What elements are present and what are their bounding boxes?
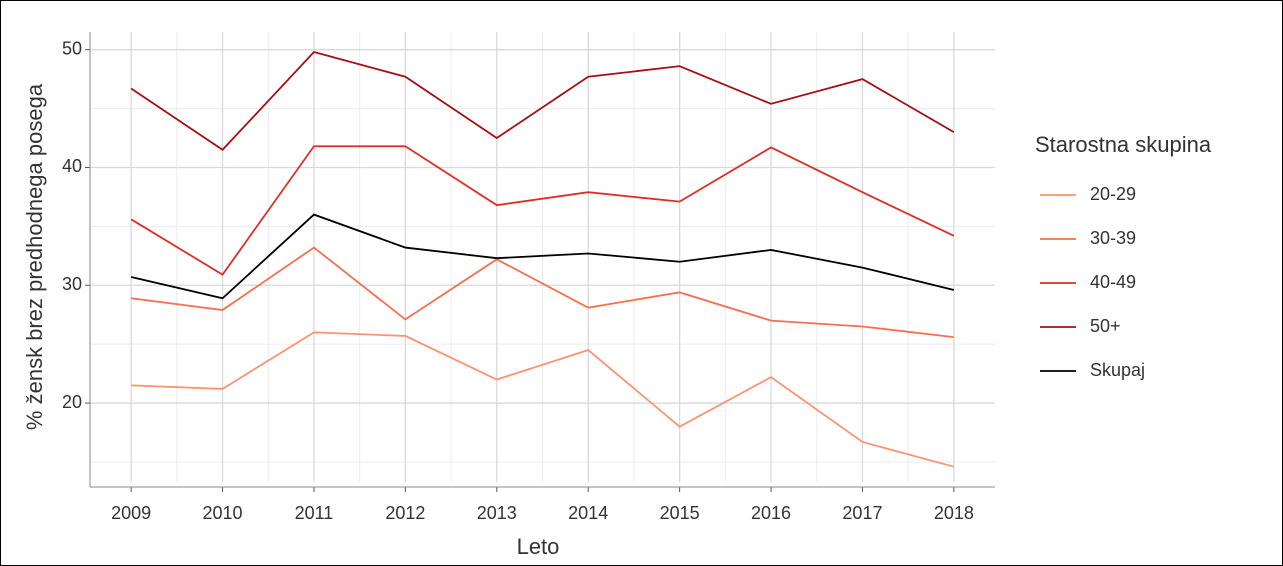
- x-axis-label: Leto: [517, 534, 560, 559]
- y-tick-label: 30: [62, 274, 82, 294]
- x-tick-label: 2012: [385, 503, 425, 523]
- x-tick-label: 2013: [477, 503, 517, 523]
- x-tick-label: 2010: [203, 503, 243, 523]
- line-series: [130, 51, 955, 151]
- legend-label: 50+: [1090, 316, 1121, 336]
- line-series: [131, 246, 954, 338]
- legend-title: Starostna skupina: [1035, 132, 1212, 157]
- line-series: [130, 213, 955, 300]
- y-tick-label: 40: [62, 156, 82, 176]
- legend-label: 40-49: [1090, 272, 1136, 292]
- x-tick-label: 2017: [842, 503, 882, 523]
- legend-label: 30-39: [1090, 228, 1136, 248]
- x-tick-label: 2015: [660, 503, 700, 523]
- x-tick-label: 2011: [295, 503, 334, 523]
- y-tick-label: 20: [62, 392, 82, 412]
- x-tick-label: 2016: [751, 503, 791, 523]
- legend-label: Skupaj: [1090, 360, 1145, 380]
- y-axis-label: % žensk brez predhodnega posega: [22, 83, 47, 430]
- legend-label: 20-29: [1090, 184, 1136, 204]
- x-tick-label: 2018: [934, 503, 974, 523]
- x-tick-label: 2009: [111, 503, 151, 523]
- line-series: [131, 331, 955, 468]
- y-tick-label: 50: [62, 38, 82, 58]
- line-series: [130, 145, 955, 276]
- x-tick-label: 2014: [568, 503, 608, 523]
